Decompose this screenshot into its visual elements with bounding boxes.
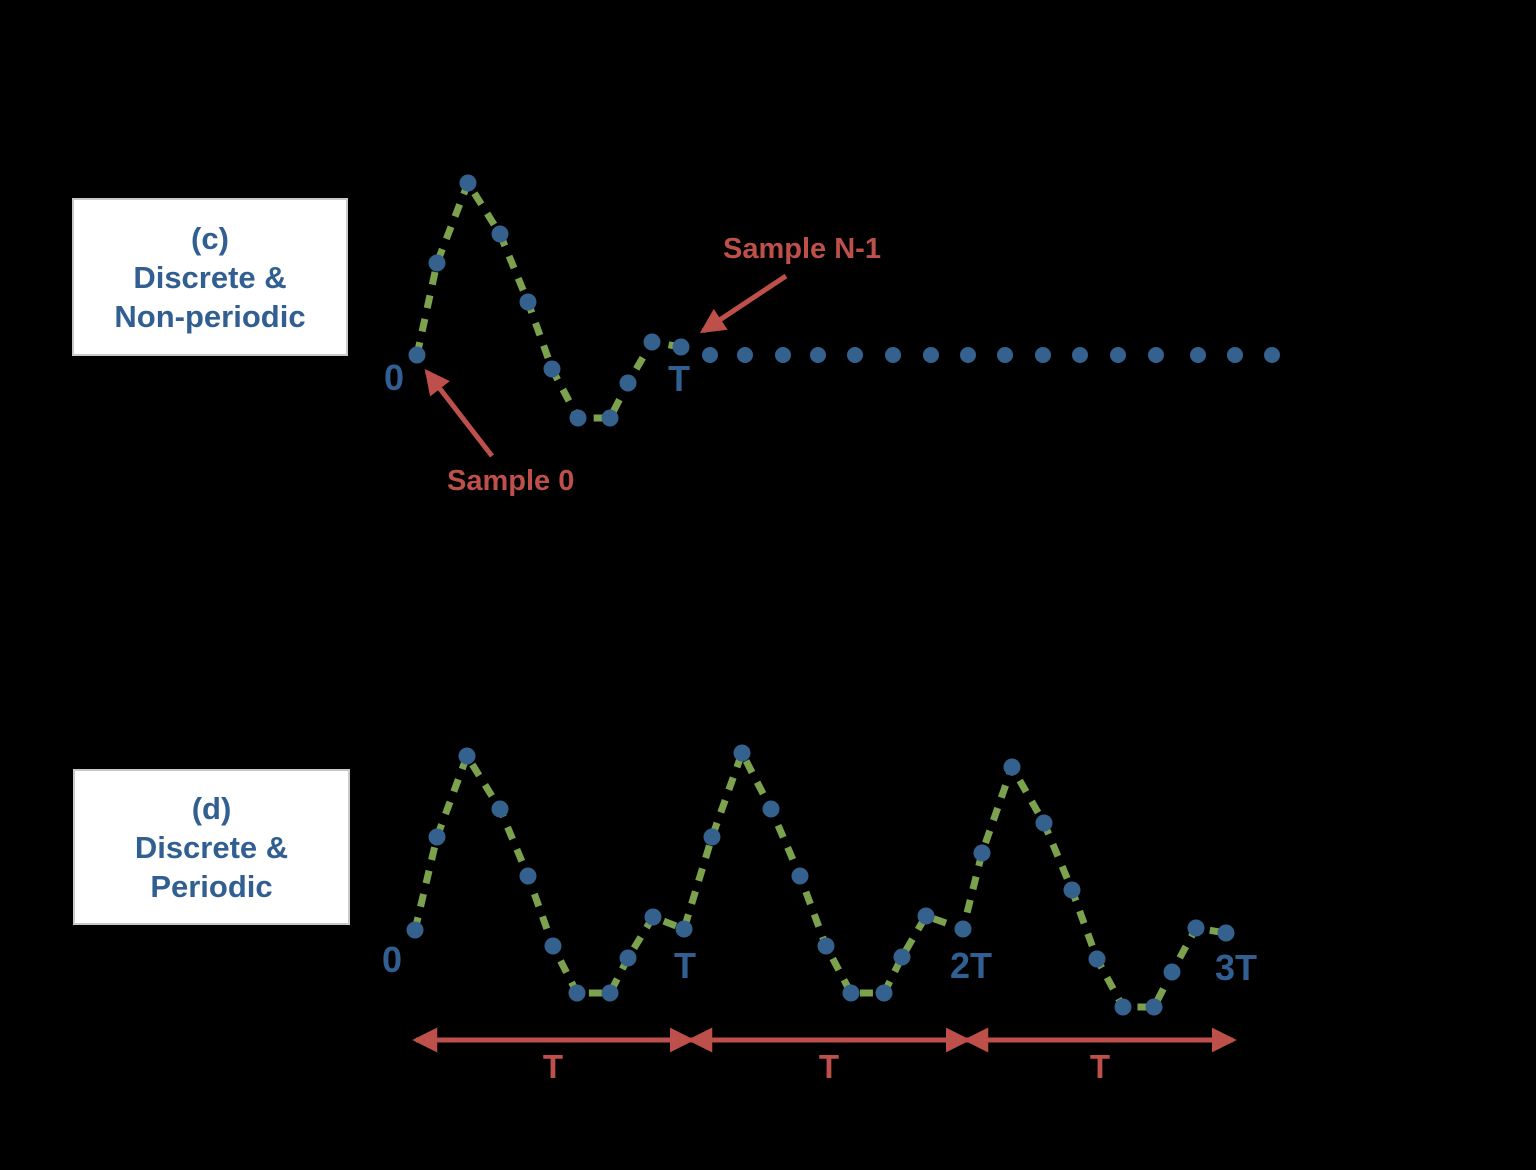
sample-dot [703, 828, 721, 846]
sample-dot [675, 920, 693, 938]
sample-dot [601, 984, 619, 1002]
sample-dot [519, 867, 537, 885]
flat-row-sample-dot [960, 347, 976, 363]
sample-dot [672, 338, 690, 356]
sample-dot [644, 908, 662, 926]
axis-tick-label: 3T [1215, 947, 1257, 988]
sample-dot [733, 744, 751, 762]
panel-d-line1: (d) [191, 790, 232, 826]
sample-dot [619, 949, 637, 967]
flat-row-sample-dot [1110, 347, 1126, 363]
sample-dot [842, 984, 860, 1002]
sample-dot [428, 254, 446, 272]
panel-c-line2: Discrete & [133, 259, 287, 295]
dashed-envelope [411, 744, 1227, 1011]
axis-tick-label: 0 [384, 357, 404, 398]
flat-row-sample-dot [1035, 347, 1051, 363]
sample-dot [428, 828, 446, 846]
sample-dot [1088, 950, 1106, 968]
sample-dot [491, 225, 509, 243]
period-ruler-label: T [543, 1048, 563, 1085]
sample-dot [601, 409, 619, 427]
sample-dot [973, 844, 991, 862]
sample-dot [893, 948, 911, 966]
period-ruler-label: T [819, 1048, 839, 1085]
sample-dot [917, 907, 935, 925]
flat-row-sample-dot [923, 347, 939, 363]
flat-row-sample-dot [1264, 347, 1280, 363]
sample-dot [791, 867, 809, 885]
sample-dot [568, 984, 586, 1002]
sample-dot [762, 800, 780, 818]
sample-dot [406, 921, 424, 939]
flat-row-sample-dot [1072, 347, 1088, 363]
sample-dot [1063, 881, 1081, 899]
sample-dot [619, 374, 637, 392]
panel-label-c: (c) Discrete & Non-periodic [72, 198, 348, 356]
annotation-arrow [424, 369, 494, 458]
axis-tick-label: 0 [382, 939, 402, 980]
flat-row-sample-dot [810, 347, 826, 363]
axis-tick-label: 2T [950, 945, 992, 986]
sample-dot [1187, 919, 1205, 937]
panel-d-line3: Periodic [150, 868, 273, 904]
panel-c-line3: Non-periodic [114, 298, 306, 334]
flat-row-sample-dot [885, 347, 901, 363]
plot-d: 0 T 2T 3T T T T [382, 744, 1257, 1085]
sample-dot [954, 920, 972, 938]
flat-row-sample-dot [737, 347, 753, 363]
plot-c: 0 T Sample 0 Sample N-1 [384, 174, 1280, 497]
panel-label-d: (d) Discrete & Periodic [73, 769, 350, 925]
sample-dot [458, 747, 476, 765]
sample-dot [491, 800, 509, 818]
flat-row-sample-dot [702, 347, 718, 363]
flat-row-sample-dot [1148, 347, 1164, 363]
sample-dot [1035, 814, 1053, 832]
annotation-text: Sample N-1 [723, 233, 881, 265]
sample-dot [1145, 998, 1163, 1016]
flat-row-sample-dot [1190, 347, 1206, 363]
annotation-text: Sample 0 [447, 465, 574, 497]
sample-dot [643, 333, 661, 351]
flat-row-sample-dot [1227, 347, 1243, 363]
sample-dot [569, 409, 587, 427]
sample-dot [543, 360, 561, 378]
sample-dot [544, 937, 562, 955]
axis-tick-label: T [668, 358, 690, 399]
sample-dot [459, 174, 477, 192]
dashed-envelope [413, 175, 682, 422]
flat-row-sample-dot [775, 347, 791, 363]
sample-dot [519, 293, 537, 311]
flat-row-sample-dot [847, 347, 863, 363]
axis-tick-label: T [674, 945, 696, 986]
sample-dot [875, 984, 893, 1002]
panel-d-line2: Discrete & [134, 829, 289, 865]
sample-dot [408, 346, 426, 364]
sample-dot [1114, 998, 1132, 1016]
period-ruler-label: T [1090, 1048, 1110, 1085]
panel-c-line1: (c) [191, 220, 229, 256]
sample-dot [1217, 924, 1235, 942]
annotation-arrow [699, 273, 788, 334]
sample-dot [1003, 758, 1021, 776]
sample-dot [1163, 963, 1181, 981]
flat-row-sample-dot [997, 347, 1013, 363]
sample-dot [817, 937, 835, 955]
